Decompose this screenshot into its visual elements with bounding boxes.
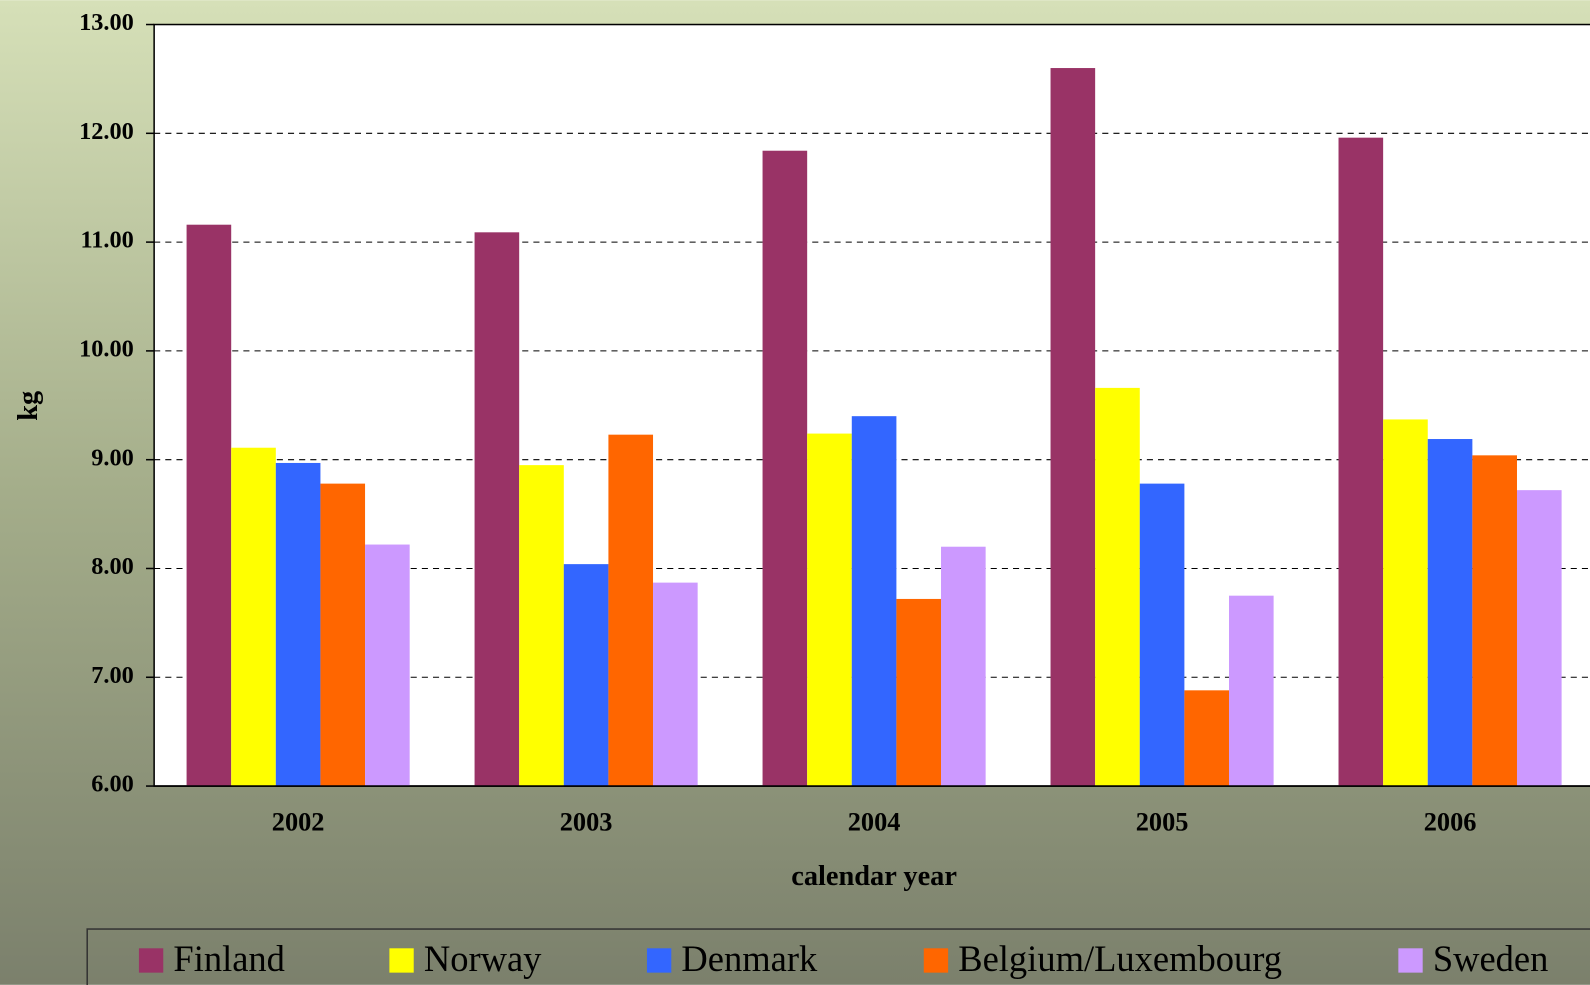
y-tick-label: 10.00 xyxy=(79,335,134,362)
legend-swatch xyxy=(138,948,164,973)
legend-box xyxy=(86,928,1590,985)
x-tick-label: 2002 xyxy=(272,808,325,837)
bar xyxy=(1383,419,1428,787)
legend-label: Sweden xyxy=(1433,938,1549,979)
bar xyxy=(941,546,986,787)
y-tick-label: 8.00 xyxy=(91,553,134,580)
bar xyxy=(896,598,942,787)
bar xyxy=(320,483,366,787)
x-tick-label: 2003 xyxy=(560,808,613,837)
bar xyxy=(762,150,808,787)
y-tick-label: 9.00 xyxy=(91,444,134,471)
x-axis-title: calendar year xyxy=(791,861,957,892)
bar xyxy=(1516,490,1562,787)
legend-swatch xyxy=(646,948,672,973)
y-tick-label: 11.00 xyxy=(80,227,133,254)
y-tick-label: 6.00 xyxy=(91,771,134,798)
bar xyxy=(186,224,232,787)
bar xyxy=(563,564,609,787)
bar xyxy=(519,465,564,787)
bar xyxy=(1050,68,1096,787)
bar xyxy=(474,232,520,787)
y-tick-label: 12.00 xyxy=(79,118,134,145)
bar xyxy=(1229,595,1274,787)
bar xyxy=(365,544,410,787)
y-tick-label: 13.00 xyxy=(79,9,134,36)
bar xyxy=(851,416,897,787)
bar xyxy=(807,433,852,787)
legend-swatch xyxy=(923,948,949,973)
bar xyxy=(1427,439,1473,787)
x-tick-label: 2004 xyxy=(848,808,901,837)
legend-label: Belgium/Luxembourg xyxy=(958,938,1282,979)
bar xyxy=(1139,483,1185,787)
x-tick-label: 2005 xyxy=(1136,808,1189,837)
legend-swatch xyxy=(1398,948,1423,973)
y-tick-label: 7.00 xyxy=(91,662,134,689)
bar xyxy=(1472,455,1517,787)
legend-swatch xyxy=(389,948,414,973)
bar xyxy=(653,582,698,787)
y-axis-title: kg xyxy=(13,391,44,421)
bar xyxy=(275,462,321,787)
legend-label: Finland xyxy=(173,938,285,979)
x-tick-label: 2006 xyxy=(1424,808,1477,837)
legend-label: Norway xyxy=(424,938,542,979)
bar xyxy=(231,447,276,787)
bar xyxy=(1184,690,1230,787)
bar xyxy=(1095,387,1140,787)
bar xyxy=(1338,137,1384,787)
legend-label: Denmark xyxy=(681,938,818,979)
bar xyxy=(608,434,654,787)
